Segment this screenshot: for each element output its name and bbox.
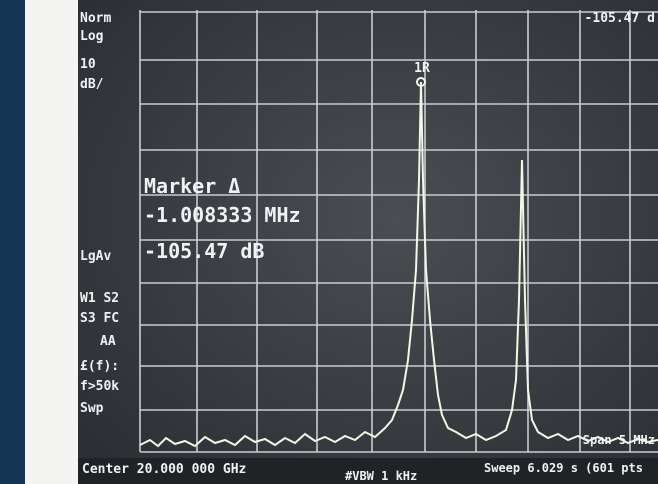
scale-label: Log xyxy=(80,29,103,44)
marker-title: Marker Δ xyxy=(144,174,240,198)
spectrum-trace xyxy=(139,81,658,448)
scale-label: dB/ xyxy=(80,77,104,92)
setting-label: AA xyxy=(100,334,116,349)
graticule xyxy=(139,10,658,453)
top-readout: -105.47 d xyxy=(585,11,655,26)
bezel-strip xyxy=(25,0,80,484)
vbw: #VBW 1 kHz xyxy=(345,469,417,483)
setting-label: £(f): xyxy=(80,359,119,374)
center-frequency: Center 20.000 000 GHz xyxy=(82,462,246,477)
span: Span 5 MHz xyxy=(583,433,655,447)
marker-tag: 1R xyxy=(414,61,430,76)
marker-frequency: -1.008333 MHz xyxy=(144,203,301,227)
setting-label: Swp xyxy=(80,401,104,416)
screen xyxy=(78,0,658,484)
setting-label: f>50k xyxy=(80,379,119,394)
scale-label: Norm xyxy=(80,11,111,26)
setting-label: W1 S2 xyxy=(80,291,119,306)
marker-diamond xyxy=(416,77,426,87)
status-bar xyxy=(78,458,658,484)
setting-label: S3 FC xyxy=(80,311,119,326)
scale-label: 10 xyxy=(80,57,96,72)
sweep: Sweep 6.029 s (601 pts xyxy=(484,461,643,475)
setting-label: LgAv xyxy=(80,249,111,264)
marker-amplitude: -105.47 dB xyxy=(144,239,264,263)
